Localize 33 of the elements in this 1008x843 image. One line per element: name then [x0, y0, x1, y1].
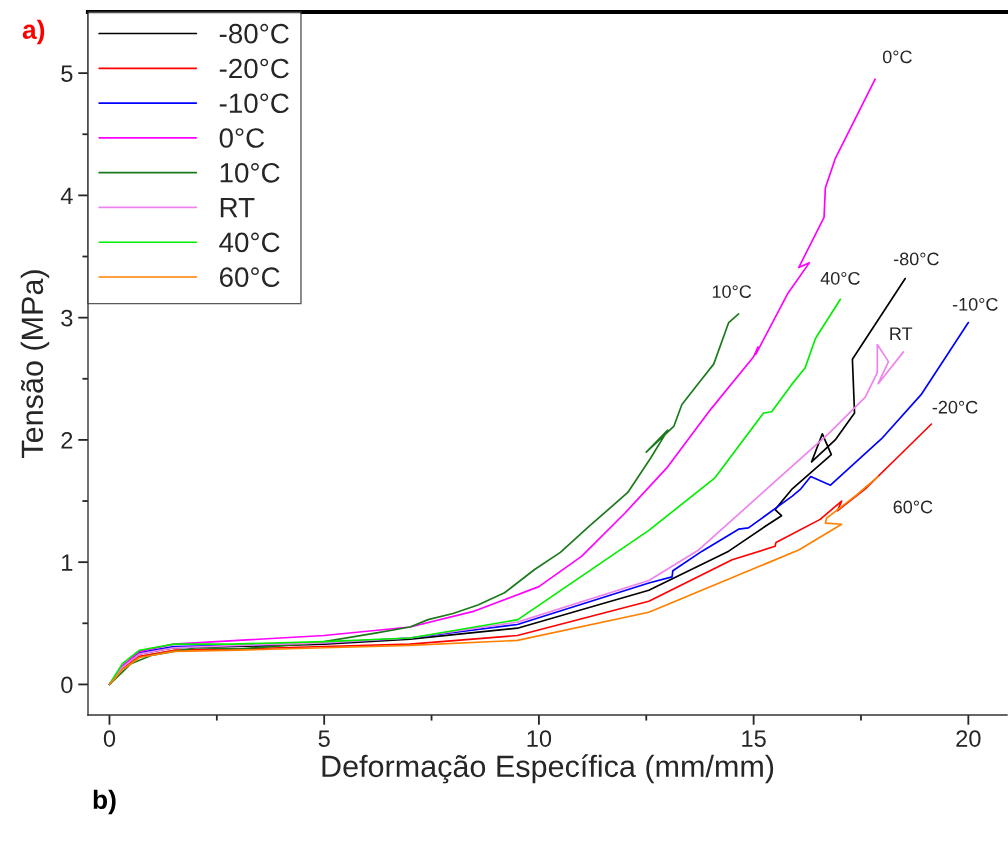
line-series [108, 313, 740, 686]
x-tick-label: 10 [527, 730, 552, 747]
text: a) [22, 19, 45, 45]
legend-label: RT [220, 198, 255, 218]
legend-label: -20°C [219, 58, 289, 79]
legend-label: 10°C [220, 162, 280, 183]
text: b) [93, 789, 116, 815]
legend-label: 40°C [219, 232, 280, 253]
annotation: 40°C [820, 271, 860, 285]
line-series [108, 475, 879, 686]
legend-label: -10°C [219, 93, 289, 114]
x-tick-label: 20 [956, 730, 981, 747]
x-tick-label: 15 [742, 730, 766, 747]
x-tick-label: 5 [318, 730, 330, 747]
annotation: RT [890, 327, 913, 340]
legend-label: 60°C [219, 267, 280, 287]
y-tick-label: 3 [61, 309, 73, 327]
annotation: -20°C [932, 400, 978, 414]
y-tick-label: 1 [62, 554, 73, 571]
annotation: 10°C [712, 285, 752, 298]
y-axis-title: Tensão (MPa) [20, 270, 50, 458]
y-tick-label: 0 [61, 676, 73, 694]
annotation: -10°C [952, 297, 998, 311]
y-tick-label: 4 [60, 187, 73, 204]
x-tick-label: 0 [103, 730, 116, 747]
annotation: 0°C [882, 50, 912, 64]
y-tick-label: 5 [61, 65, 73, 82]
x-axis-title: Deformação Específica (mm/mm) [322, 754, 774, 784]
legend-label: 0°C [219, 128, 265, 148]
annotation: 60°C [893, 500, 933, 514]
y-tick-label: 2 [61, 431, 73, 449]
annotation: -80°C [893, 252, 939, 266]
legend-label: -80°C [219, 23, 289, 44]
